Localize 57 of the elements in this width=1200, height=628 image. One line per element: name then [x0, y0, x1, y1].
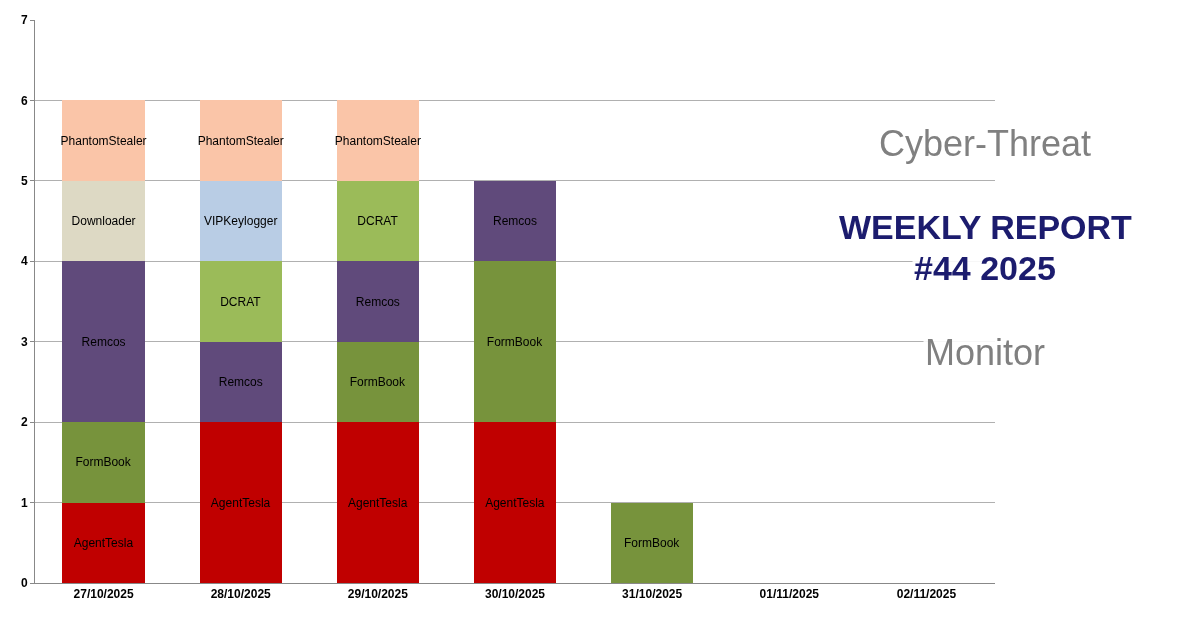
bar	[62, 422, 145, 503]
y-tick-label: 4	[20, 254, 28, 269]
bar	[611, 502, 694, 583]
annotation: WEEKLY REPORT	[839, 208, 1133, 246]
bar	[62, 180, 145, 262]
text: AgentTesla	[348, 495, 408, 510]
x-tick-label: 27/10/2025	[73, 587, 134, 602]
annotation: Monitor	[925, 332, 1046, 373]
series-label: FormBook	[486, 334, 544, 349]
bar	[62, 100, 145, 181]
bar	[199, 261, 282, 342]
text: AgentTesla	[73, 535, 134, 550]
text: Remcos	[218, 374, 263, 389]
x-tick-label: 28/10/2025	[210, 587, 272, 602]
series-label: Downloader	[71, 214, 136, 229]
text: Remcos	[81, 334, 126, 349]
text: FormBook	[349, 374, 406, 389]
bar	[336, 180, 419, 262]
text: AgentTesla	[210, 495, 271, 510]
x-tick-label: 01/11/2025	[759, 587, 820, 602]
y-tick-label: 1	[20, 495, 28, 510]
bar	[62, 261, 145, 423]
y-tick-label: 3	[20, 334, 28, 349]
bar	[199, 100, 282, 181]
y-tick-label: 0	[20, 576, 28, 591]
bar	[336, 100, 419, 181]
bar	[336, 422, 419, 583]
series-label: Remcos	[492, 214, 538, 229]
series-label: DCRAT	[220, 294, 262, 309]
text: FormBook	[623, 535, 680, 550]
y-tick-label: 6	[20, 93, 28, 108]
annotation: #44 2025	[914, 249, 1056, 287]
bar	[473, 180, 557, 262]
bar	[62, 502, 145, 583]
text: DCRAT	[357, 214, 398, 229]
series-label: AgentTesla	[485, 495, 545, 510]
bar	[199, 422, 282, 583]
bar	[199, 180, 282, 262]
x-tick-label: 02/11/2025	[896, 587, 957, 602]
series-label: PhantomStealer	[60, 133, 147, 148]
x-tick-label: 29/10/2025	[347, 587, 409, 602]
series-label: VIPKeylogger	[204, 214, 278, 229]
annotation: Cyber-Threat	[879, 123, 1092, 164]
bar	[336, 341, 419, 423]
text: Remcos	[355, 294, 400, 309]
y-tick-label: 7	[20, 13, 28, 28]
bar	[336, 261, 419, 342]
x-tick-label: 31/10/2025	[622, 587, 683, 602]
bar	[473, 261, 557, 423]
bar	[199, 341, 282, 423]
bar	[473, 422, 557, 583]
y-tick-label: 2	[20, 415, 28, 430]
text: PhantomStealer	[334, 133, 421, 148]
text: FormBook	[75, 455, 131, 470]
x-tick-label: 30/10/2025	[484, 587, 546, 602]
text: PhantomStealer	[197, 133, 284, 148]
y-tick-label: 5	[20, 174, 28, 189]
